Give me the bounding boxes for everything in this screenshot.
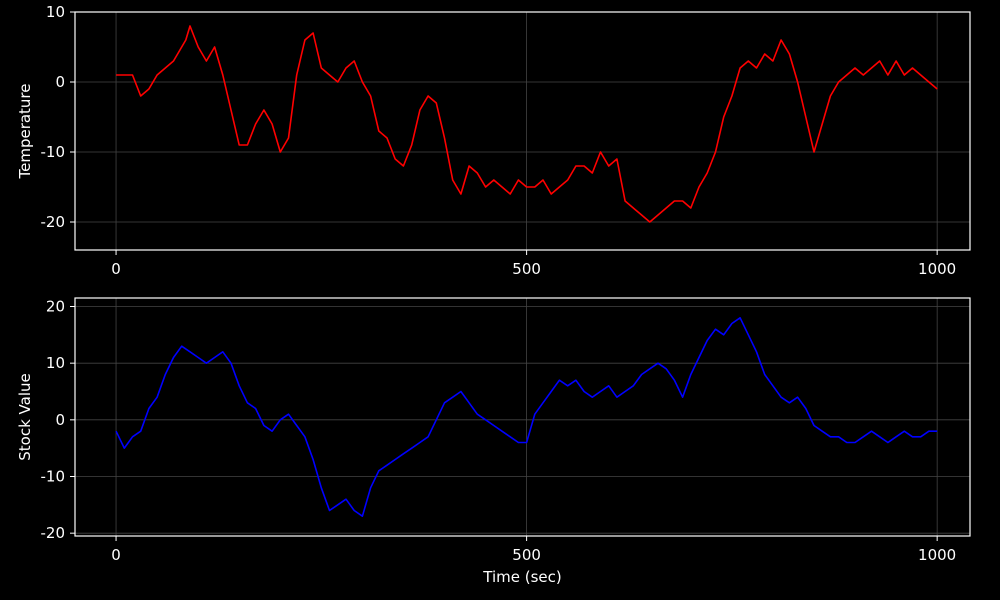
temperature-y-tick-label-0: 10 [46, 3, 65, 21]
temperature-x-tick-label-0: 0 [111, 260, 121, 278]
stock-y-tick-label-0: 20 [46, 298, 65, 316]
stock-y-tick-label-2: 0 [55, 411, 65, 429]
stock-y-tick-label-4: -20 [41, 524, 66, 542]
temperature-x-tick-label-1: 500 [512, 260, 541, 278]
stock-y-tick-label-1: 10 [46, 354, 65, 372]
stock-axes-frame [74, 297, 971, 537]
temperature-y-tick-label-1: 0 [55, 73, 65, 91]
temperature-y-tick-label-3: -20 [41, 213, 66, 231]
stock-series-line-0 [115, 316, 938, 518]
stock-y-axis-label: Stock Value [16, 373, 34, 460]
temperature-y-axis-label: Temperature [16, 83, 34, 179]
stock-x-tick-label-1: 500 [512, 546, 541, 564]
temperature-x-tick-label-2: 1000 [918, 260, 956, 278]
stock-y-tick-label-3: -10 [41, 468, 66, 486]
temperature-y-tick-label-2: -10 [41, 143, 66, 161]
temperature-axes-frame [74, 11, 971, 251]
stock-x-tick-label-2: 1000 [918, 546, 956, 564]
stock-x-tick-label-0: 0 [111, 546, 121, 564]
stock-x-axis-label: Time (sec) [482, 568, 561, 586]
temperature-series-line-0 [116, 25, 938, 223]
